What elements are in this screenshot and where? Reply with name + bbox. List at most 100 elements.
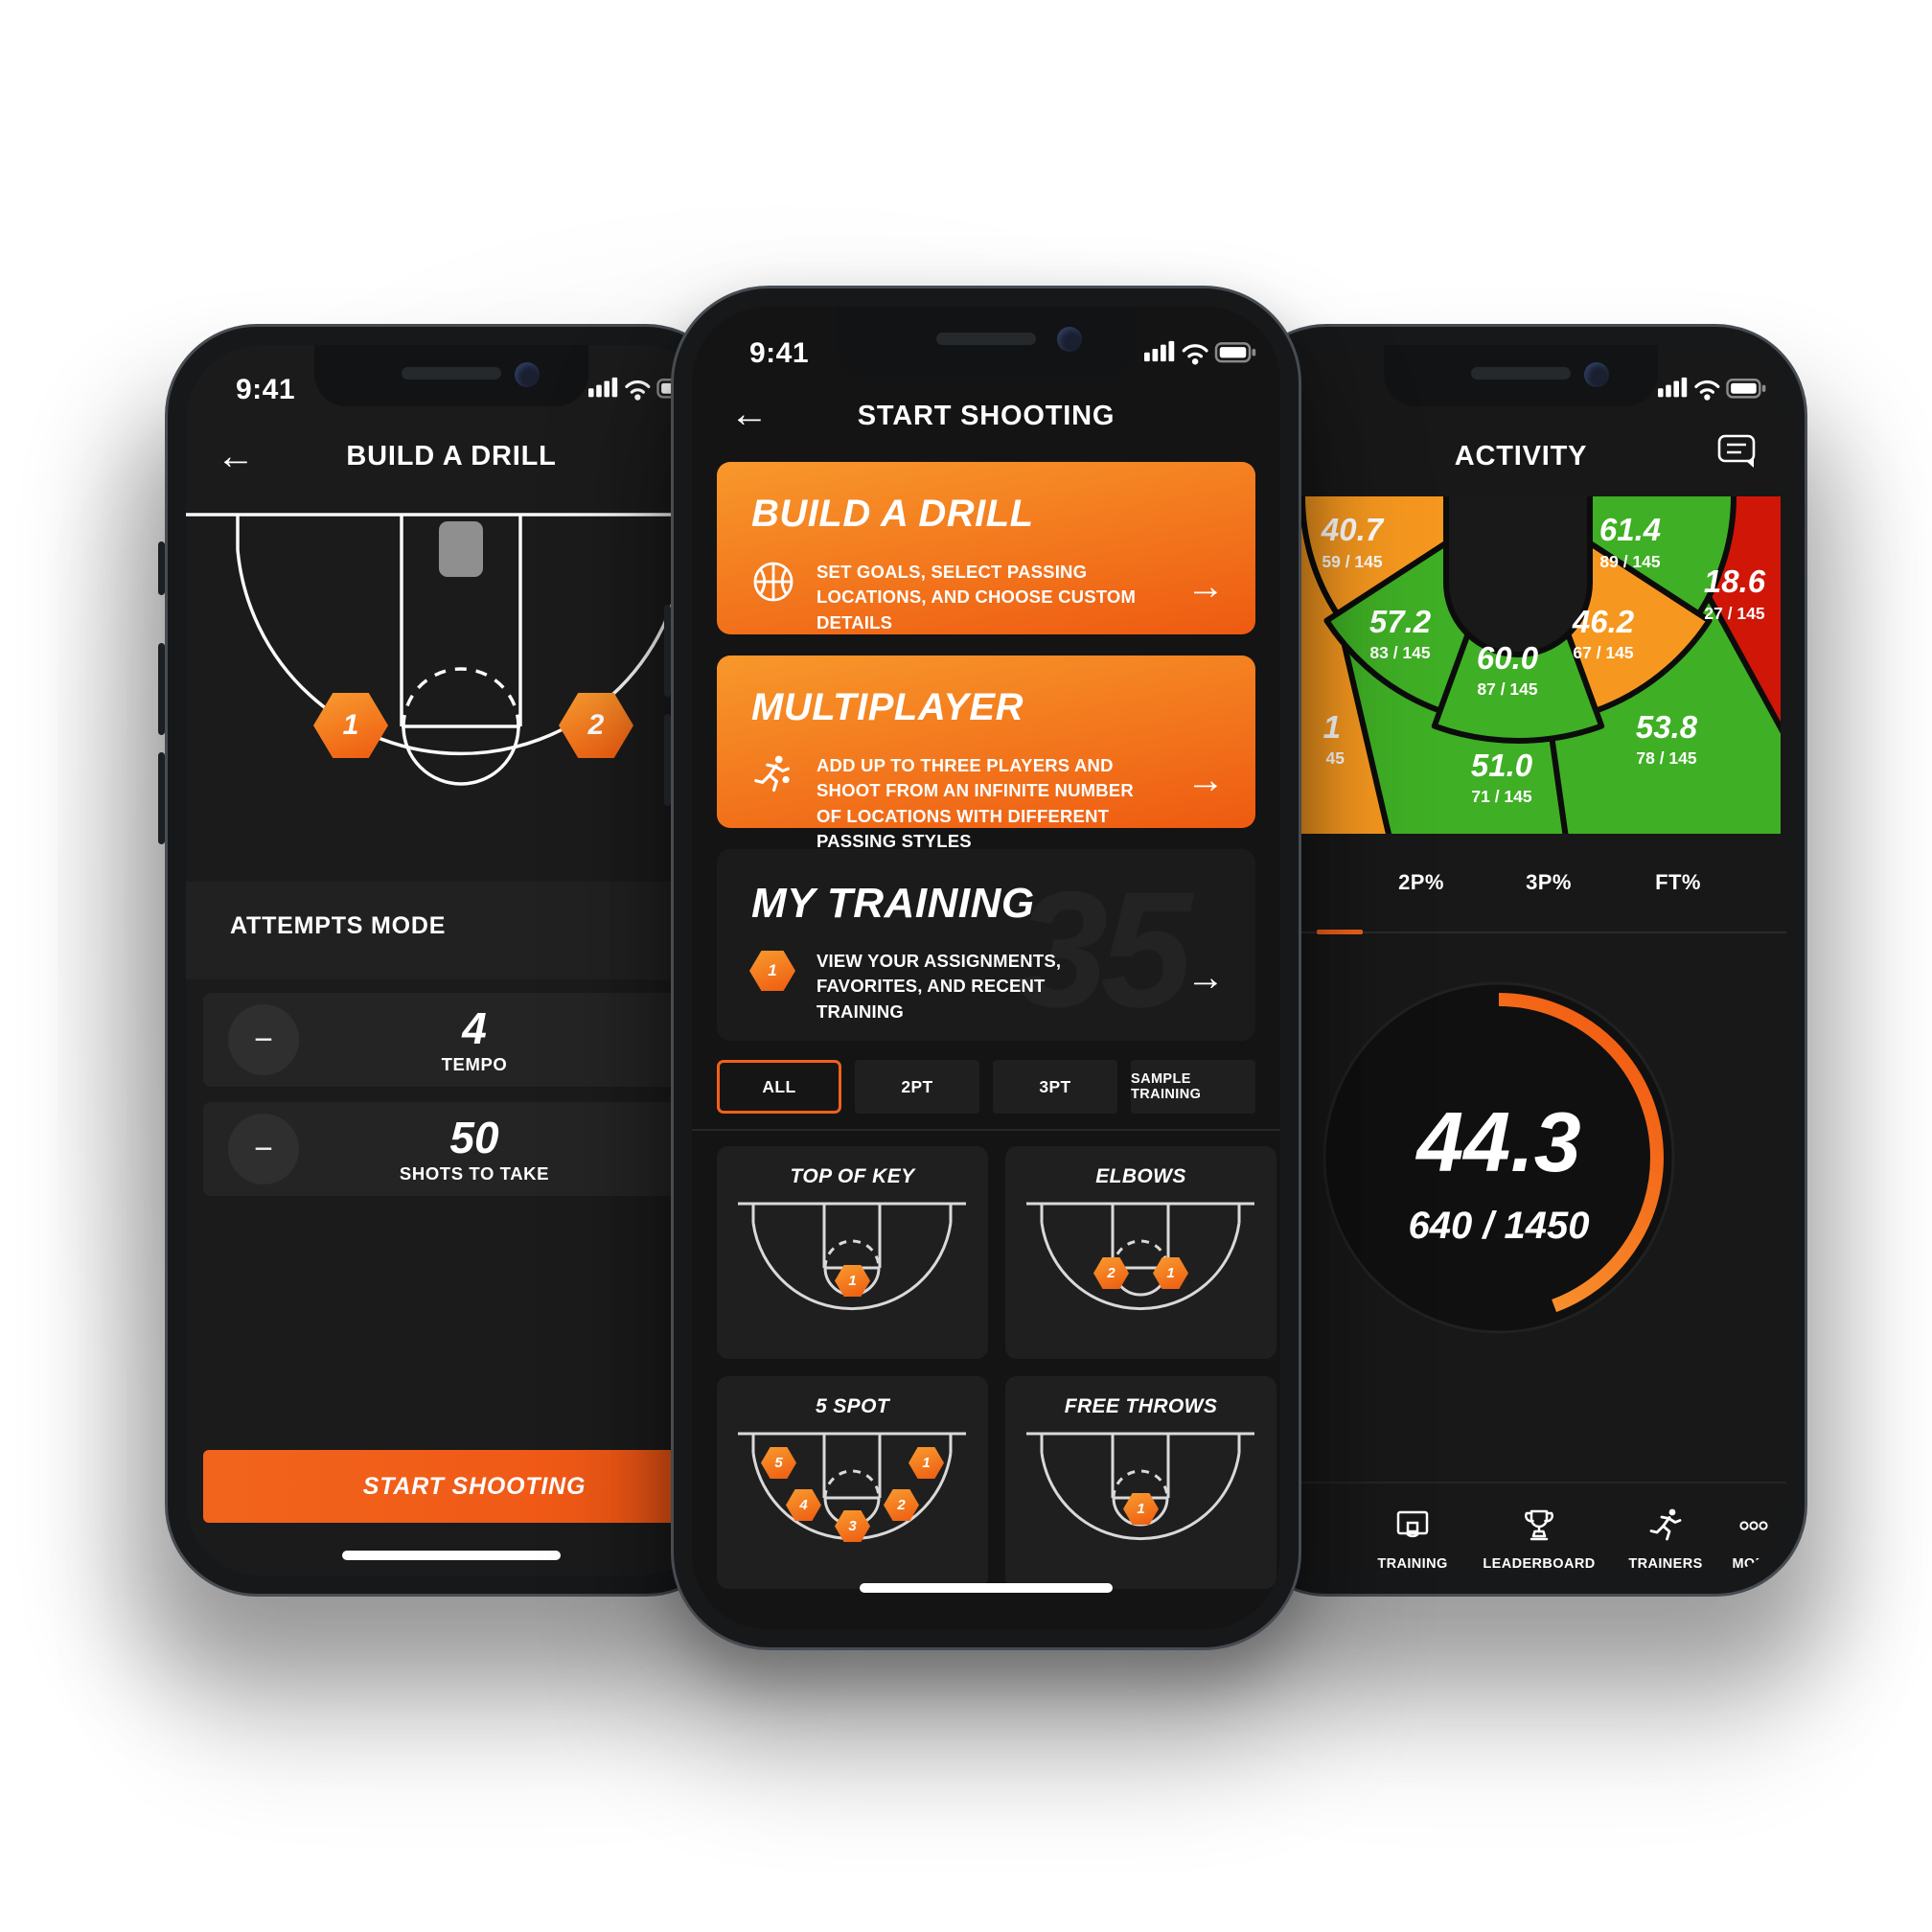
svg-text:18.6: 18.6: [1704, 564, 1766, 599]
arrow-icon: →: [1186, 956, 1225, 999]
bottom-navigation: TRAINING LEADERBOARD: [1255, 1482, 1786, 1576]
status-icons: [1144, 340, 1256, 365]
svg-text:61.4: 61.4: [1599, 512, 1661, 547]
page-title: ACTIVITY: [1454, 441, 1588, 472]
card-title: BUILD A DRILL: [751, 493, 1034, 535]
paint-area: [1443, 484, 1593, 657]
drill-title: FREE THROWS: [1064, 1395, 1218, 1417]
tempo-value: 4: [462, 1003, 487, 1053]
arrow-icon: →: [1186, 565, 1225, 608]
status-icons: [1658, 377, 1766, 401]
court-diagram: 1 2: [186, 510, 711, 805]
mini-court: [738, 1202, 966, 1311]
training-count-watermark: 35: [1016, 858, 1192, 1042]
notch: [1384, 345, 1658, 406]
mini-court: [1026, 1202, 1254, 1311]
camera: [1583, 361, 1609, 387]
volume-up-button: [158, 643, 165, 735]
start-shooting-screen: 9:41 ← START SHOOTING BUILD A DRILL: [692, 307, 1280, 1629]
drill-filter-tabs: ALL 2PT 3PT SAMPLE TRAINING: [717, 1060, 1255, 1114]
filter-sample-training[interactable]: SAMPLE TRAINING: [1131, 1060, 1255, 1114]
shooting-percentage-gauge: 44.3 640 / 1450: [1307, 966, 1690, 1349]
filter-all[interactable]: ALL: [717, 1060, 841, 1114]
silent-switch: [158, 541, 165, 595]
nav-more[interactable]: MORE: [1696, 1505, 1786, 1572]
backboard: [439, 521, 483, 577]
home-indicator[interactable]: [860, 1583, 1113, 1593]
tab-active-indicator: [1317, 930, 1363, 934]
nav-trainers[interactable]: TRAINERS: [1608, 1505, 1723, 1572]
camera: [1056, 326, 1082, 352]
drill-title: ELBOWS: [1095, 1165, 1186, 1187]
phone-center: 9:41 ← START SHOOTING BUILD A DRILL: [664, 286, 1301, 1650]
runner-icon: [754, 755, 790, 792]
stat-tabs: 2P% 3P% FT%: [1255, 870, 1786, 918]
svg-text:27 / 145: 27 / 145: [1704, 604, 1765, 623]
back-button[interactable]: ←: [730, 393, 769, 435]
tab-3p[interactable]: 3P%: [1526, 870, 1572, 894]
tempo-minus-button[interactable]: −: [228, 1004, 299, 1075]
trophy-icon: [1525, 1509, 1553, 1541]
svg-text:60.0: 60.0: [1477, 640, 1539, 676]
chat-icon[interactable]: [1715, 429, 1758, 472]
tab-2p[interactable]: 2P%: [1398, 870, 1444, 894]
volume-up-button: [664, 605, 671, 697]
drill-5-spot[interactable]: 5 SPOT 5 1 4 2 3: [717, 1376, 988, 1589]
svg-text:1: 1: [1323, 709, 1341, 745]
svg-text:53.8: 53.8: [1636, 709, 1698, 745]
drill-top-of-key[interactable]: TOP OF KEY 1: [717, 1146, 988, 1359]
svg-text:67 / 145: 67 / 145: [1573, 643, 1634, 662]
svg-text:640 / 1450: 640 / 1450: [1408, 1205, 1589, 1247]
card-title: MY TRAINING: [751, 880, 1035, 927]
divider: [692, 1129, 1280, 1131]
shots-minus-button[interactable]: −: [228, 1114, 299, 1184]
filter-3pt[interactable]: 3PT: [993, 1060, 1117, 1114]
shot-zone-heatmap: 40.7 59 / 145 57.2 83 / 145 60.0 87 / 14…: [1255, 484, 1786, 921]
camera: [514, 361, 540, 387]
start-shooting-button[interactable]: START SHOOTING: [203, 1450, 717, 1523]
tempo-label: TEMPO: [441, 1054, 508, 1074]
page-title: BUILD A DRILL: [346, 441, 557, 472]
drill-title: TOP OF KEY: [790, 1165, 915, 1187]
drill-free-throws[interactable]: FREE THROWS 1: [1005, 1376, 1276, 1589]
notch: [314, 345, 588, 406]
phone-right: ACTIVITY: [1234, 324, 1807, 1597]
attempts-mode-label: ATTEMPTS MODE: [230, 912, 447, 939]
multiplayer-card[interactable]: MULTIPLAYER ADD UP TO THREE PLAYERS AND …: [717, 656, 1255, 851]
tab-ft[interactable]: FT%: [1655, 870, 1701, 894]
gauge-arc: [1334, 993, 1664, 1322]
back-button[interactable]: ←: [217, 435, 255, 477]
build-a-drill-screen: 9:41 ← BUILD A DRILL: [186, 345, 717, 1576]
shots-value: 50: [449, 1113, 499, 1162]
card-description: VIEW YOUR ASSIGNMENTS, FAVORITES, AND RE…: [816, 951, 1062, 1022]
svg-text:71 / 145: 71 / 145: [1471, 787, 1532, 806]
svg-text:44.3: 44.3: [1414, 1094, 1580, 1189]
drill-elbows[interactable]: ELBOWS 2 1: [1005, 1146, 1276, 1359]
nav-training[interactable]: TRAINING: [1355, 1505, 1470, 1572]
volume-down-button: [664, 714, 671, 806]
tempo-stepper: − 4 TEMPO: [203, 993, 717, 1087]
svg-text:57.2: 57.2: [1369, 604, 1432, 639]
filter-2pt[interactable]: 2PT: [855, 1060, 979, 1114]
arrow-icon: →: [1186, 759, 1225, 801]
backboard-icon: [1396, 1510, 1429, 1538]
more-dots-icon: [1739, 1521, 1768, 1530]
attempts-mode-section: ATTEMPTS MODE: [186, 882, 717, 979]
build-a-drill-card[interactable]: BUILD A DRILL SET GOALS, SELECT PASSING …: [717, 462, 1255, 634]
card-description: SET GOALS, SELECT PASSING LOCATIONS, AND…: [816, 562, 1137, 632]
svg-text:59 / 145: 59 / 145: [1322, 552, 1383, 571]
status-time: 9:41: [749, 337, 810, 369]
svg-text:46.2: 46.2: [1572, 604, 1635, 639]
home-indicator[interactable]: [342, 1551, 561, 1560]
assignment-badge: 1: [749, 951, 795, 991]
volume-down-button: [158, 752, 165, 844]
svg-text:40.7: 40.7: [1321, 512, 1385, 547]
shots-stepper: − 50 SHOTS TO TAKE: [203, 1102, 717, 1196]
svg-text:51.0: 51.0: [1471, 748, 1533, 783]
notch: [837, 307, 1136, 378]
status-time: 9:41: [236, 374, 296, 405]
nav-leaderboard[interactable]: LEADERBOARD: [1482, 1505, 1597, 1572]
speaker: [1471, 367, 1571, 380]
phone-left: 9:41 ← BUILD A DRILL: [158, 324, 738, 1597]
my-training-card[interactable]: 35 MY TRAINING 1 VIEW YOUR ASSIGNMENTS, …: [717, 849, 1255, 1042]
